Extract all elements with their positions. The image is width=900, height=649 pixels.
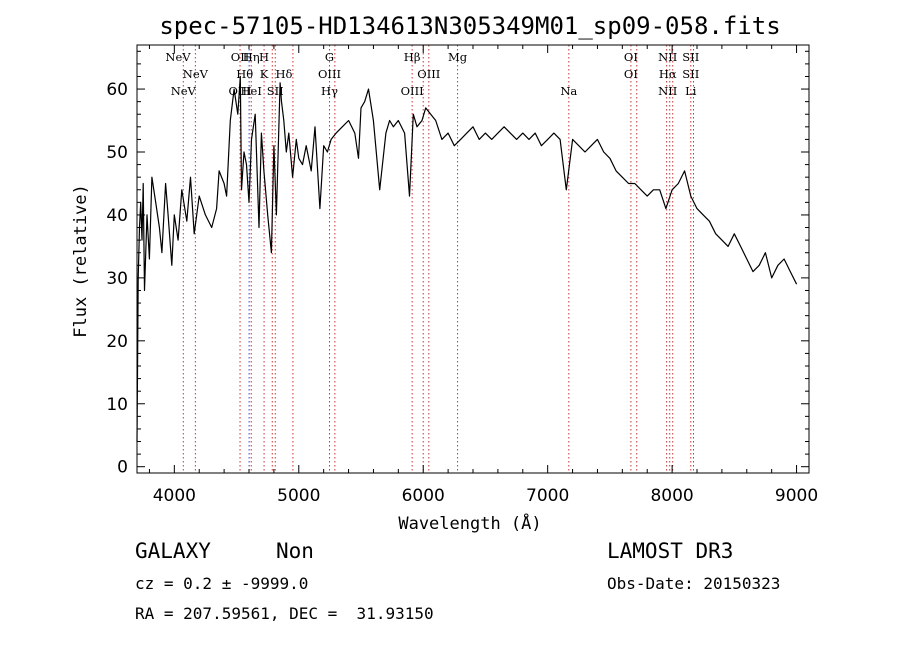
line-label-3-0: OII	[231, 50, 250, 64]
line-label-10-0: Hβ	[404, 50, 421, 64]
x-tick-label-6000: 6000	[402, 486, 445, 506]
line-label-8-1: Hδ	[275, 67, 292, 81]
y-tick-label-20: 20	[106, 332, 128, 352]
line-label-12-0: Mg	[448, 50, 468, 64]
line-label-15-2: NII	[658, 84, 677, 98]
coordinates: RA = 207.59561, DEC = 31.93150	[135, 604, 434, 623]
line-label-9-1: OIII	[318, 67, 341, 81]
line-label-9-0: G	[325, 50, 334, 64]
line-label-10-2: OIII	[401, 84, 424, 98]
spectral-line-markers	[182, 45, 695, 473]
line-label-0-0: NeV	[165, 50, 191, 64]
y-tick-label-0: 0	[117, 458, 128, 478]
x-tick-label-4000: 4000	[153, 486, 196, 506]
y-axis-label: Flux (relative)	[71, 184, 91, 338]
y-tick-label-10: 10	[106, 395, 128, 415]
line-label-14-1: OI	[624, 67, 638, 81]
line-label-9-2: Hγ	[321, 84, 338, 98]
line-label-2-1: NeV	[183, 67, 209, 81]
observation-date: Obs-Date: 20150323	[607, 574, 781, 593]
line-label-13-2: Na	[560, 84, 577, 98]
y-tick-label-40: 40	[106, 206, 128, 226]
x-axis: 4000 5000 6000 7000 8000 9000	[148, 45, 818, 506]
line-label-1-2: NeV	[171, 84, 197, 98]
x-axis-label: Wavelength (Å)	[398, 512, 541, 534]
line-label-6-1: K	[260, 67, 269, 81]
y-axis: 0 10 20 30 40 50 60	[106, 50, 809, 478]
survey-name: LAMOST DR3	[607, 539, 734, 563]
spectral-line-labels: NeV NeV NeV OII OIII Hθ Hη HeI HK SII Hδ G OIII Hγ Hβ O…	[165, 50, 699, 98]
line-label-5-2: HeI	[241, 84, 262, 98]
x-tick-label-9000: 9000	[775, 486, 818, 506]
line-label-11-1: OIII	[417, 67, 440, 81]
spectrum-line	[136, 75, 798, 442]
line-label-5-0: Hη	[243, 50, 260, 64]
x-tick-label-5000: 5000	[277, 486, 320, 506]
y-tick-label-30: 30	[106, 269, 128, 289]
object-class: GALAXY	[135, 539, 211, 563]
line-label-4-1: Hθ	[236, 67, 253, 81]
line-label-16-1: SII	[682, 67, 699, 81]
redshift-value: cz = 0.2 ± -9999.0	[135, 574, 309, 593]
x-tick-label-8000: 8000	[650, 486, 693, 506]
line-label-16-0: SII	[682, 50, 699, 64]
line-label-16-2: Li	[685, 84, 697, 98]
y-tick-label-60: 60	[106, 80, 128, 100]
line-label-15-1: Hα	[659, 67, 677, 81]
line-label-14-0: OI	[624, 50, 638, 64]
chart-title: spec-57105-HD134613N305349M01_sp09-058.f…	[159, 12, 780, 40]
line-label-6-0: H	[259, 50, 269, 64]
object-subclass: Non	[276, 539, 314, 563]
x-tick-label-7000: 7000	[526, 486, 569, 506]
line-label-15-0: NII	[658, 50, 677, 64]
y-tick-label-50: 50	[106, 143, 128, 163]
